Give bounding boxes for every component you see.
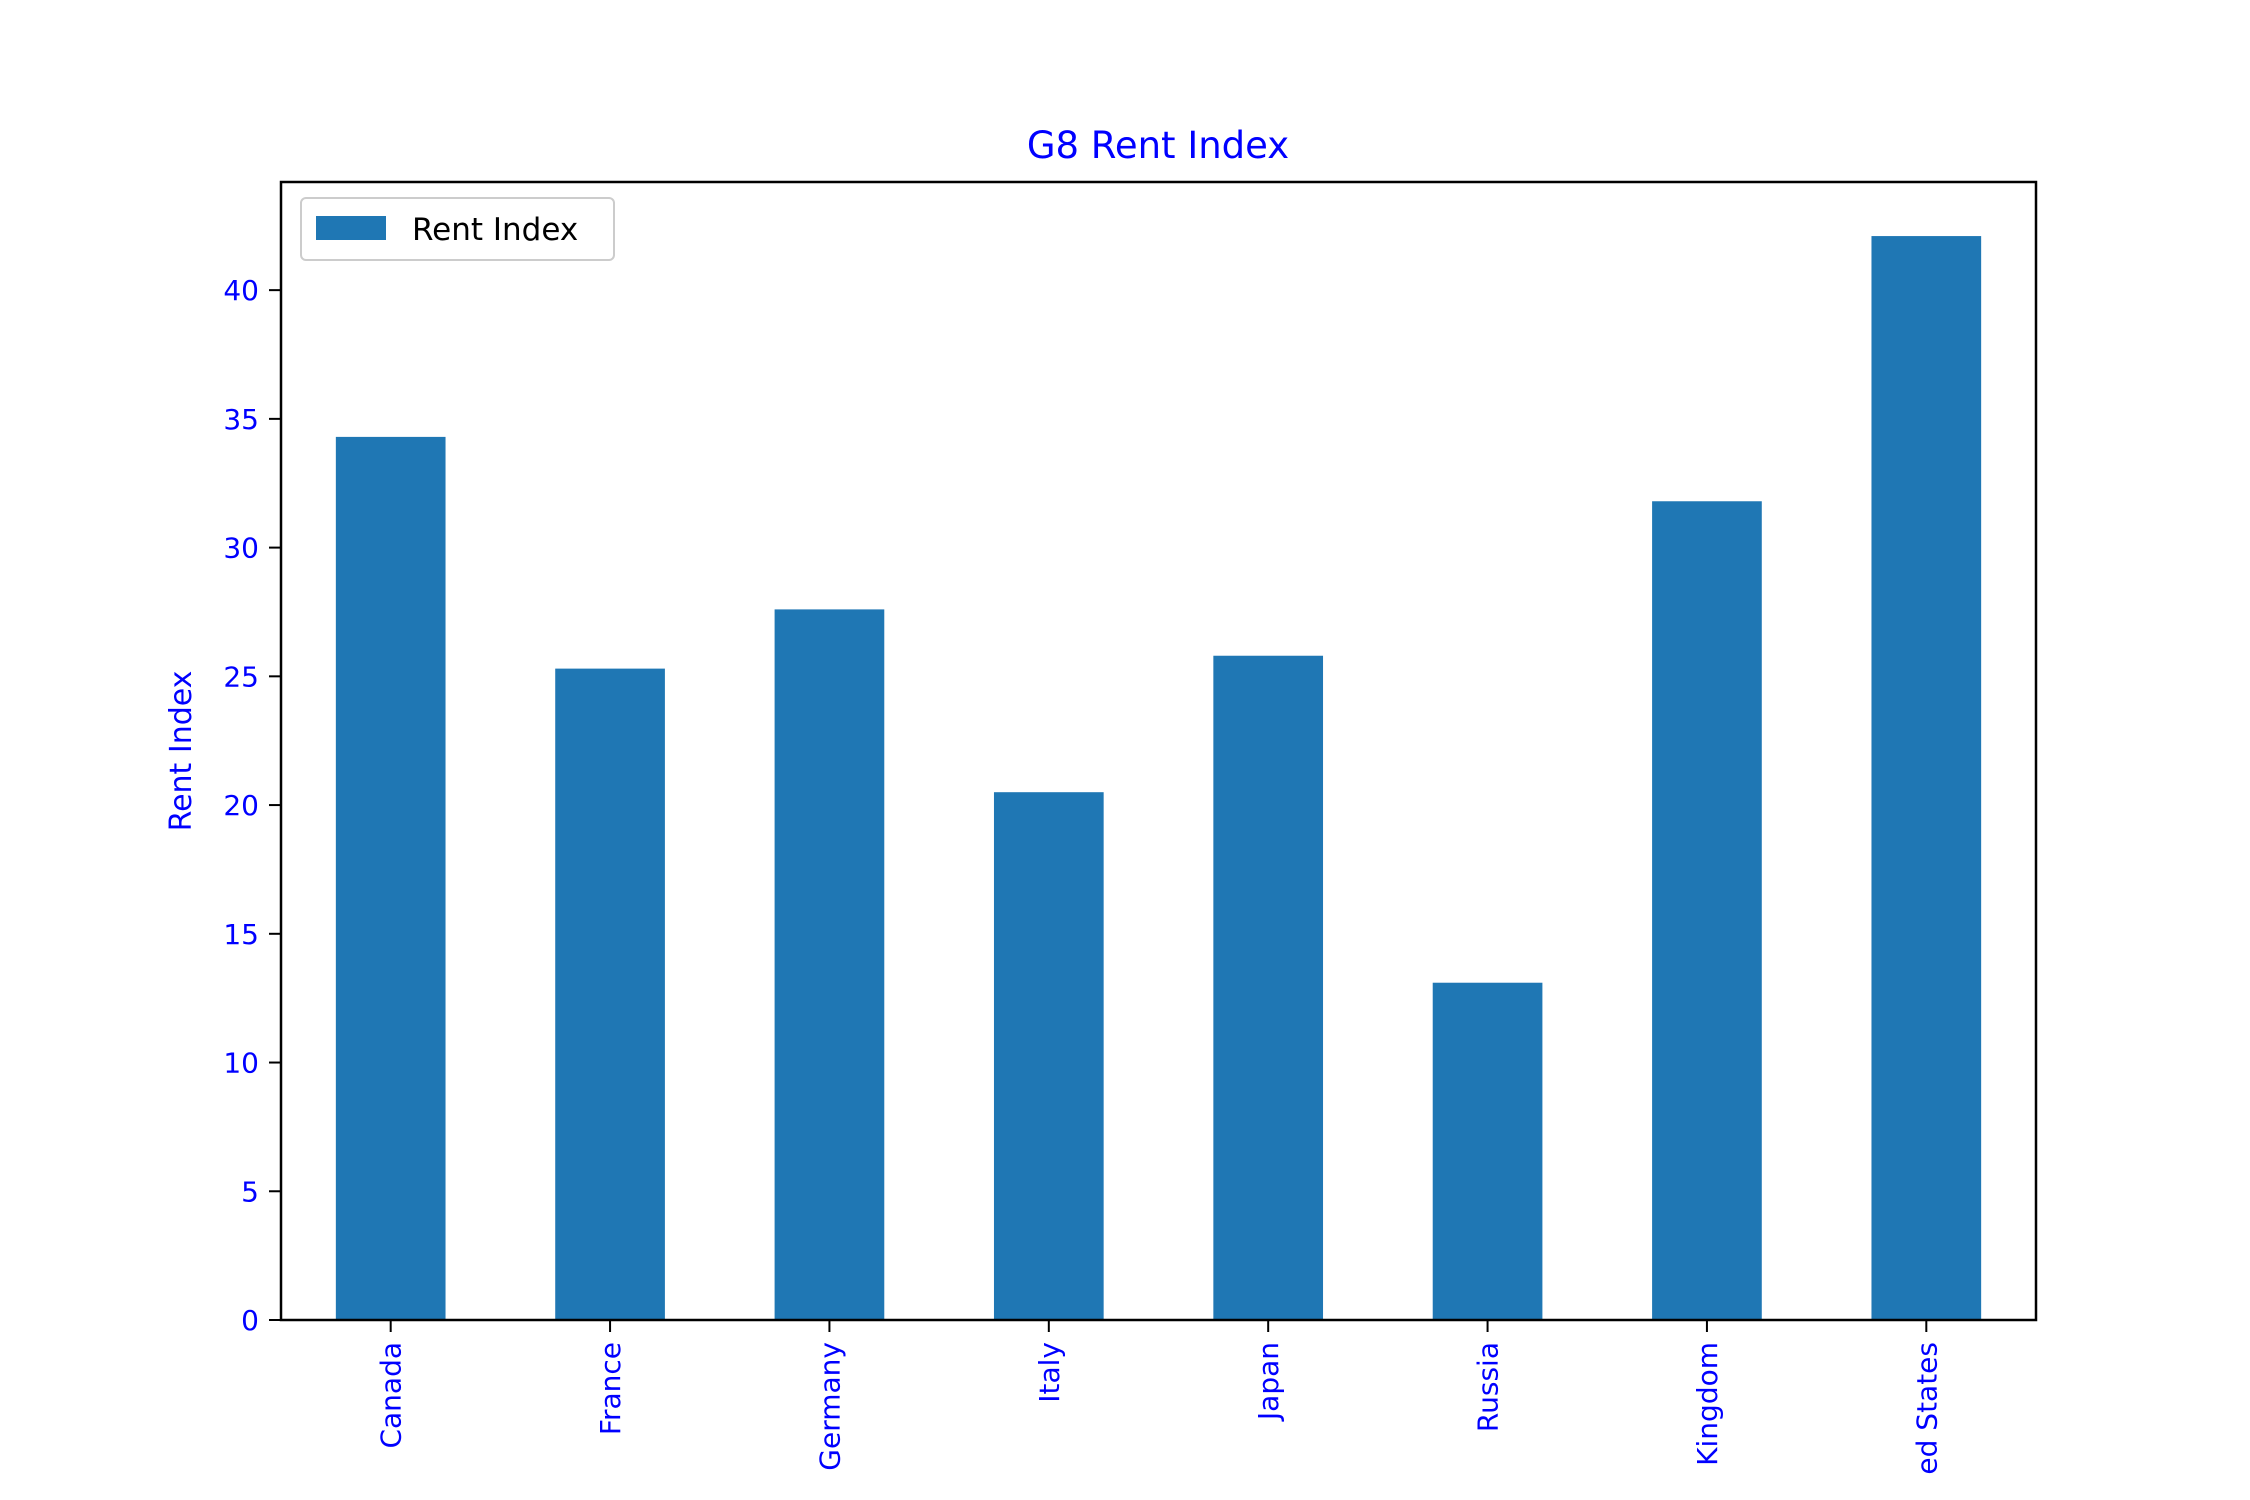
bar-italy [993,792,1104,1320]
y-axis-ticks: 0 5 10 15 20 25 30 35 40 [223,274,281,1337]
x-tick-label: Italy [1033,1342,1066,1403]
y-tick-label: 15 [223,918,259,951]
bar-germany [774,609,885,1320]
x-axis-ticks: Canada France Germany Italy Japan Russia Kingd… [375,1320,1943,1475]
legend-swatch [316,216,386,240]
y-tick-label: 40 [223,274,259,307]
x-tick-label: Russia [1472,1342,1505,1432]
chart-title: G8 Rent Index [1027,124,1289,167]
legend: Rent Index [300,197,615,261]
plot-frame [279,180,2038,1322]
y-tick-label: 25 [223,660,259,693]
bar-canada [335,436,446,1321]
x-tick-label: Canada [375,1342,408,1449]
x-tick-label: France [594,1342,627,1435]
x-tick-label: Japan [1252,1342,1285,1422]
y-tick-label: 10 [223,1047,259,1080]
x-tick-label: ed States [1910,1342,1943,1475]
bars-group [335,236,1982,1321]
y-axis-label: Rent Index [164,671,199,832]
y-tick-label: 35 [223,403,259,436]
bar-united-states [1871,236,1982,1320]
bar-japan [1213,655,1324,1320]
y-tick-label: 20 [223,789,259,822]
x-tick-label: Kingdom [1691,1342,1724,1466]
y-tick-label: 0 [241,1304,259,1337]
x-tick-label: Germany [813,1342,846,1471]
legend-box [300,197,615,261]
y-tick-label: 5 [241,1175,259,1208]
y-tick-label: 30 [223,532,259,565]
legend-label: Rent Index [412,212,578,248]
bar-russia [1432,982,1543,1320]
bar-france [555,668,665,1320]
bar-united-kingdom [1652,501,1762,1320]
